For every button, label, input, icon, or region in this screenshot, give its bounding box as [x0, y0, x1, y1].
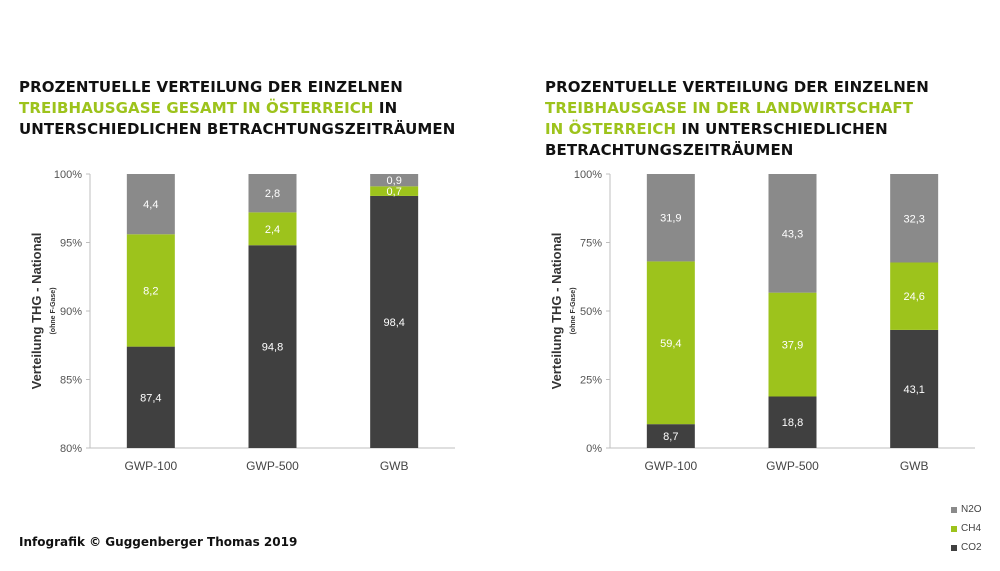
y-tick-label: 0%: [586, 443, 602, 455]
data-label-ch4: 0,7: [387, 186, 402, 198]
bar-ch4-gwp-100: [646, 261, 695, 425]
title-left-line2-rest: IN: [373, 99, 398, 117]
title-left-line1: PROZENTUELLE VERTEILUNG DER EINZELNEN: [19, 78, 403, 96]
data-label-co2: 98,4: [383, 317, 404, 329]
data-label-ch4: 59,4: [660, 338, 681, 350]
bar-n2o-gwp-500: [248, 174, 297, 213]
data-label-co2: 43,1: [903, 384, 924, 396]
data-label-n2o: 43,3: [782, 228, 803, 240]
bar-co2-gwp-100: [646, 424, 695, 448]
data-label-ch4: 24,6: [903, 291, 924, 303]
data-label-co2: 87,4: [140, 392, 161, 404]
y-axis-label: Verteilung THG - National: [549, 233, 564, 390]
data-label-n2o: 0,9: [387, 175, 402, 187]
bar-co2-gwp-100: [126, 346, 175, 448]
chart-left: 80% 85% 90% 95% 100% Verteilung THG - Nationa…: [29, 169, 455, 473]
bar-co2-gwb: [370, 195, 419, 448]
title-right-highlight-line2: TREIBHAUSGASE IN DER LANDWIRTSCHAFT: [545, 99, 914, 117]
chart-title-left: PROZENTUELLE VERTEILUNG DER EINZELNEN TR…: [19, 77, 479, 140]
chart-right: 0% 25% 50% 75% 100% Verteilung THG - National…: [549, 169, 975, 473]
data-label-n2o: 4,4: [143, 199, 158, 211]
bar-n2o-gwb: [370, 174, 419, 187]
x-category-label: GWB: [900, 459, 929, 473]
legend-item-co2: CO2: [951, 538, 982, 557]
bar-ch4-gwb: [890, 262, 939, 330]
y-tick-label: 75%: [580, 238, 602, 250]
y-axis-label: Verteilung THG - National: [29, 233, 44, 390]
x-category-label: GWB: [380, 459, 409, 473]
legend-swatch-n2o: [951, 506, 957, 513]
title-left-highlight: TREIBHAUSGASE GESAMT IN ÖSTERREICH: [19, 99, 374, 117]
x-category-label: GWP-500: [246, 459, 299, 473]
data-label-ch4: 37,9: [782, 340, 803, 352]
data-label-ch4: 2,4: [265, 224, 280, 236]
data-label-n2o: 32,3: [903, 213, 924, 225]
legend-item-ch4: CH4: [951, 519, 982, 538]
legend-label-ch4: CH4: [961, 523, 982, 534]
x-category-label: GWP-500: [766, 459, 819, 473]
bar-co2-gwp-500: [768, 396, 817, 448]
bar-co2-gwp-500: [248, 245, 297, 448]
legend-swatch-co2: [951, 544, 957, 551]
credit: Infografik © Guggenberger Thomas 2019: [19, 535, 298, 549]
y-axis-sublabel: (ohne F-Gase): [50, 287, 57, 334]
bar-n2o-gwp-100: [126, 174, 175, 235]
bar-n2o-gwb: [890, 174, 939, 263]
y-tick-label: 100%: [54, 169, 82, 181]
data-label-n2o: 2,8: [265, 188, 280, 200]
legend: N2O CH4 CO2: [951, 500, 982, 557]
y-tick-label: 25%: [580, 375, 602, 387]
legend-swatch-ch4: [951, 525, 957, 532]
bar-n2o-gwp-100: [646, 174, 695, 262]
y-tick-label: 50%: [580, 306, 602, 318]
y-tick-label: 90%: [60, 306, 82, 318]
data-label-co2: 18,8: [782, 417, 803, 429]
bar-ch4-gwp-100: [126, 234, 175, 347]
title-right-line1: PROZENTUELLE VERTEILUNG DER EINZELNEN: [545, 78, 929, 96]
title-right-line3-rest: IN UNTERSCHIEDLICHEN: [676, 120, 888, 138]
chart-title-right: PROZENTUELLE VERTEILUNG DER EINZELNEN TR…: [545, 77, 965, 161]
legend-label-co2: CO2: [961, 542, 982, 553]
title-right-line4: BETRACHTUNGSZEITRÄUMEN: [545, 141, 794, 159]
bar-n2o-gwp-500: [768, 174, 817, 293]
y-tick-label: 85%: [60, 375, 82, 387]
y-tick-label: 80%: [60, 443, 82, 455]
data-label-ch4: 8,2: [143, 285, 158, 297]
y-axis-sublabel: (ohne F-Gase): [570, 287, 577, 334]
legend-label-n2o: N2O: [961, 504, 982, 515]
y-tick-label: 95%: [60, 238, 82, 250]
bar-ch4-gwp-500: [248, 212, 297, 246]
x-category-label: GWP-100: [644, 459, 697, 473]
data-label-n2o: 31,9: [660, 213, 681, 225]
data-label-co2: 94,8: [262, 342, 283, 354]
data-label-co2: 8,7: [663, 431, 678, 443]
title-left-line3: UNTERSCHIEDLICHEN BETRACHTUNGSZEITRÄUMEN: [19, 120, 456, 138]
legend-item-n2o: N2O: [951, 500, 982, 519]
bar-ch4-gwb: [370, 186, 419, 196]
bar-co2-gwb: [890, 329, 939, 448]
title-right-highlight-line3: IN ÖSTERREICH: [545, 120, 677, 138]
bar-ch4-gwp-500: [768, 292, 817, 397]
x-category-label: GWP-100: [124, 459, 177, 473]
y-tick-label: 100%: [574, 169, 602, 181]
